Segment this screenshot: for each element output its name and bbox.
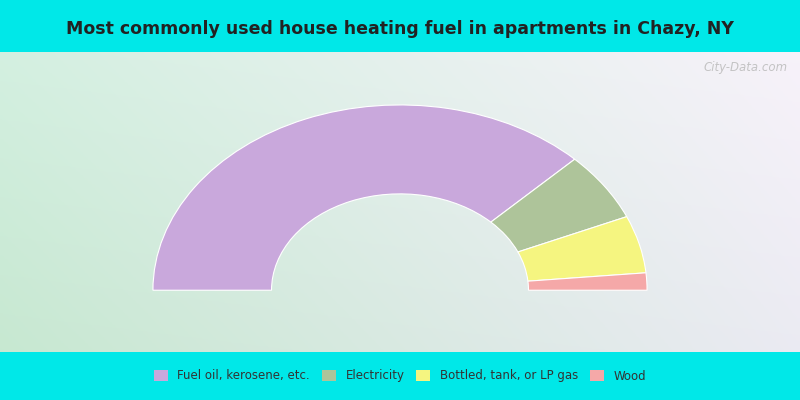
Wedge shape [518, 217, 646, 281]
Wedge shape [491, 159, 626, 252]
Text: City-Data.com: City-Data.com [704, 61, 788, 74]
Text: Most commonly used house heating fuel in apartments in Chazy, NY: Most commonly used house heating fuel in… [66, 20, 734, 38]
Legend: Fuel oil, kerosene, etc., Electricity, Bottled, tank, or LP gas, Wood: Fuel oil, kerosene, etc., Electricity, B… [154, 370, 646, 382]
Wedge shape [528, 273, 647, 290]
Wedge shape [153, 105, 574, 290]
